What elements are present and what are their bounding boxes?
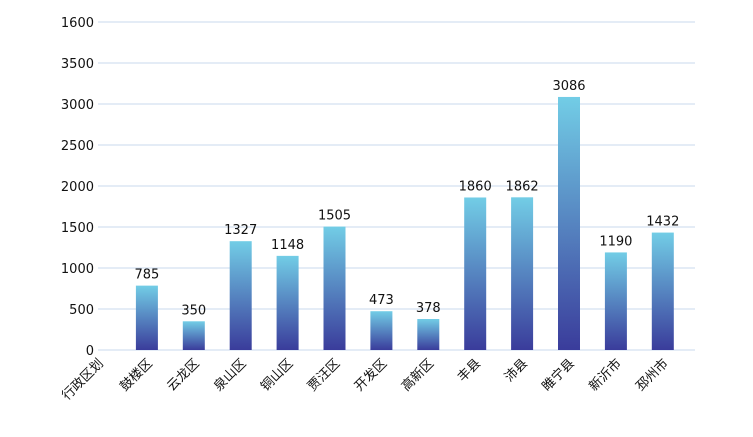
value-label: 3086 (552, 79, 585, 94)
x-tick-label: 云龙区 (164, 356, 202, 394)
value-label: 1860 (459, 179, 492, 194)
x-tick-label: 沛县 (502, 356, 531, 385)
y-tick-label: 500 (69, 303, 94, 318)
value-label: 1190 (599, 234, 632, 249)
y-tick-label: 3000 (61, 98, 94, 113)
value-label: 1862 (506, 179, 539, 194)
x-tick-label: 邳州市 (633, 356, 672, 395)
x-tick-label: 铜山区 (258, 356, 296, 394)
y-tick-label: 1600 (61, 16, 94, 31)
bar (604, 252, 627, 350)
x-tick-label: 贾汪区 (305, 356, 343, 394)
bar (464, 197, 487, 350)
x-tick-label: 高新区 (398, 356, 437, 395)
bar (511, 197, 534, 350)
y-tick-label: 3500 (61, 57, 94, 72)
value-label: 1432 (646, 215, 679, 230)
value-label: 785 (134, 268, 159, 283)
y-tick-label: 2000 (61, 180, 94, 195)
y-tick-label: 2500 (61, 139, 94, 154)
x-axis-label: 行政区划 (59, 356, 106, 403)
bar (417, 319, 440, 350)
value-label: 1505 (318, 209, 351, 224)
value-label: 378 (416, 301, 441, 316)
x-tick-label: 泉山区 (211, 356, 250, 395)
y-tick-label: 1500 (61, 221, 94, 236)
y-tick-label: 0 (86, 344, 94, 359)
bar (135, 285, 158, 350)
x-tick-label: 睢宁县 (539, 356, 578, 395)
x-tick-label: 新沂市 (586, 356, 625, 395)
bar (558, 96, 580, 350)
bar (323, 226, 346, 350)
x-tick-label: 丰县 (455, 356, 484, 385)
value-label: 1148 (271, 238, 304, 253)
x-tick-label: 开发区 (351, 356, 390, 395)
value-label: 473 (369, 293, 394, 308)
value-label: 350 (181, 303, 206, 318)
y-tick-label: 1000 (61, 262, 94, 277)
bar (182, 321, 205, 350)
bar (370, 311, 393, 350)
bar (229, 241, 252, 350)
bar (276, 255, 299, 350)
value-label: 1327 (224, 223, 257, 238)
x-tick-label: 鼓楼区 (118, 356, 156, 394)
bar (651, 232, 674, 350)
